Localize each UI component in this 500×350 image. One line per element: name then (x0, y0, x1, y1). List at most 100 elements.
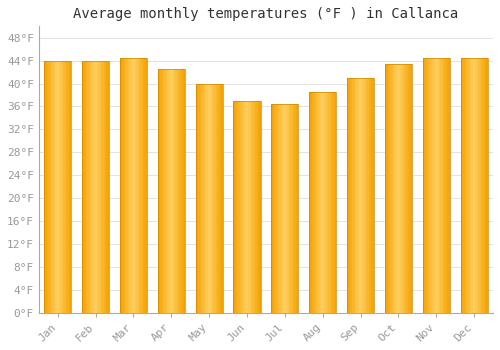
Bar (432, 58, 434, 313)
Bar (51, 61, 52, 313)
Bar (138, 58, 139, 313)
Bar (239, 101, 240, 313)
Bar (89, 61, 90, 313)
Bar (334, 92, 335, 313)
Bar (222, 84, 223, 313)
Bar (288, 104, 289, 313)
Bar (448, 58, 450, 313)
Bar (197, 84, 198, 313)
Bar (351, 78, 352, 313)
Bar (102, 61, 104, 313)
Bar (281, 104, 282, 313)
Bar (462, 58, 463, 313)
Bar (60, 61, 62, 313)
Bar (318, 92, 320, 313)
Bar (59, 61, 60, 313)
Bar (209, 84, 210, 313)
Bar (282, 104, 284, 313)
Bar (244, 101, 246, 313)
Bar (108, 61, 109, 313)
Bar (93, 61, 94, 313)
Bar (328, 92, 330, 313)
Bar (394, 63, 396, 313)
Bar (431, 58, 432, 313)
Bar (297, 104, 298, 313)
Bar (444, 58, 446, 313)
Bar (212, 84, 213, 313)
Bar (174, 69, 176, 313)
Bar (362, 78, 364, 313)
Bar (331, 92, 332, 313)
Bar (438, 58, 439, 313)
Bar (158, 69, 159, 313)
Bar (256, 101, 258, 313)
Bar (480, 58, 481, 313)
Bar (160, 69, 162, 313)
Bar (164, 69, 166, 313)
Bar (56, 61, 58, 313)
Bar (84, 61, 86, 313)
Bar (368, 78, 370, 313)
Bar (180, 69, 181, 313)
Bar (68, 61, 70, 313)
Bar (330, 92, 331, 313)
Bar (142, 58, 143, 313)
Bar (220, 84, 222, 313)
Bar (373, 78, 374, 313)
Bar (213, 84, 214, 313)
Bar (64, 61, 66, 313)
Bar (481, 58, 482, 313)
Bar (463, 58, 464, 313)
Bar (243, 101, 244, 313)
Bar (276, 104, 278, 313)
Bar (92, 61, 93, 313)
Bar (278, 104, 280, 313)
Bar (144, 58, 146, 313)
Bar (163, 69, 164, 313)
Bar (124, 58, 126, 313)
Bar (313, 92, 314, 313)
Bar (94, 61, 96, 313)
Bar (356, 78, 358, 313)
Bar (430, 58, 431, 313)
Bar (182, 69, 184, 313)
Bar (205, 84, 206, 313)
Bar (255, 101, 256, 313)
Bar (240, 101, 242, 313)
Bar (159, 69, 160, 313)
Bar (130, 58, 132, 313)
Bar (46, 61, 47, 313)
Bar (246, 101, 247, 313)
Bar (96, 61, 97, 313)
Bar (326, 92, 327, 313)
Bar (460, 58, 488, 313)
Bar (166, 69, 167, 313)
Bar (162, 69, 163, 313)
Bar (410, 63, 412, 313)
Bar (234, 101, 236, 313)
Bar (168, 69, 170, 313)
Bar (285, 104, 286, 313)
Bar (352, 78, 354, 313)
Bar (170, 69, 172, 313)
Bar (101, 61, 102, 313)
Bar (316, 92, 318, 313)
Bar (327, 92, 328, 313)
Bar (254, 101, 255, 313)
Bar (372, 78, 373, 313)
Bar (143, 58, 144, 313)
Bar (360, 78, 362, 313)
Bar (139, 58, 140, 313)
Bar (309, 92, 310, 313)
Bar (52, 61, 54, 313)
Bar (422, 58, 450, 313)
Bar (390, 63, 392, 313)
Bar (359, 78, 360, 313)
Bar (309, 92, 336, 313)
Bar (293, 104, 294, 313)
Bar (408, 63, 410, 313)
Bar (401, 63, 402, 313)
Bar (332, 92, 334, 313)
Bar (392, 63, 393, 313)
Bar (370, 78, 372, 313)
